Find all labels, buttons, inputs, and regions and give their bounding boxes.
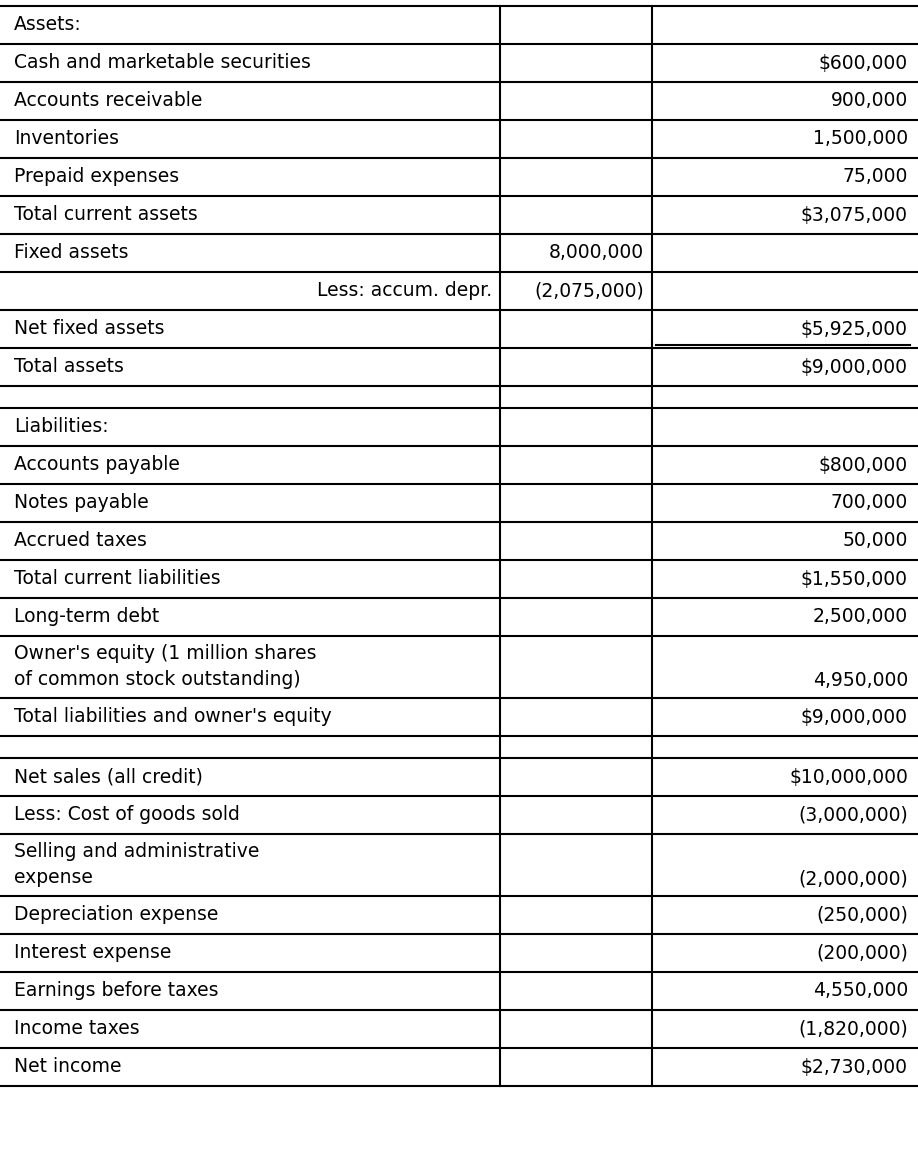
Text: $9,000,000: $9,000,000	[801, 707, 908, 727]
Text: 8,000,000: 8,000,000	[549, 244, 644, 262]
Text: $5,925,000: $5,925,000	[801, 320, 908, 338]
Text: (1,820,000): (1,820,000)	[799, 1020, 908, 1038]
Text: $2,730,000: $2,730,000	[801, 1058, 908, 1076]
Text: $800,000: $800,000	[819, 455, 908, 475]
Text: Total liabilities and owner's equity: Total liabilities and owner's equity	[14, 707, 331, 727]
Text: Accounts receivable: Accounts receivable	[14, 92, 202, 110]
Text: Total current assets: Total current assets	[14, 206, 197, 224]
Text: 2,500,000: 2,500,000	[812, 607, 908, 627]
Text: Selling and administrative: Selling and administrative	[14, 842, 260, 861]
Text: Assets:: Assets:	[14, 15, 82, 34]
Text: Inventories: Inventories	[14, 130, 119, 148]
Text: 700,000: 700,000	[831, 493, 908, 513]
Text: of common stock outstanding): of common stock outstanding)	[14, 670, 300, 689]
Text: 50,000: 50,000	[843, 531, 908, 551]
Text: (200,000): (200,000)	[816, 943, 908, 963]
Text: $10,000,000: $10,000,000	[789, 767, 908, 787]
Text: Total current liabilities: Total current liabilities	[14, 569, 220, 589]
Text: Notes payable: Notes payable	[14, 493, 149, 513]
Text: $9,000,000: $9,000,000	[801, 358, 908, 376]
Text: Cash and marketable securities: Cash and marketable securities	[14, 54, 311, 72]
Text: 900,000: 900,000	[831, 92, 908, 110]
Text: Net sales (all credit): Net sales (all credit)	[14, 767, 203, 787]
Text: (3,000,000): (3,000,000)	[799, 805, 908, 825]
Text: 1,500,000: 1,500,000	[812, 130, 908, 148]
Text: Prepaid expenses: Prepaid expenses	[14, 168, 179, 186]
Text: Interest expense: Interest expense	[14, 943, 172, 963]
Text: Net income: Net income	[14, 1058, 121, 1076]
Text: Less: accum. depr.: Less: accum. depr.	[317, 282, 492, 300]
Text: Liabilities:: Liabilities:	[14, 417, 108, 437]
Text: 4,950,000: 4,950,000	[812, 672, 908, 690]
Text: (2,000,000): (2,000,000)	[799, 869, 908, 888]
Text: Fixed assets: Fixed assets	[14, 244, 129, 262]
Text: Less: Cost of goods sold: Less: Cost of goods sold	[14, 805, 240, 825]
Text: Accrued taxes: Accrued taxes	[14, 531, 147, 551]
Text: $3,075,000: $3,075,000	[801, 206, 908, 224]
Text: Owner's equity (1 million shares: Owner's equity (1 million shares	[14, 644, 317, 662]
Text: Depreciation expense: Depreciation expense	[14, 905, 218, 925]
Text: Long-term debt: Long-term debt	[14, 607, 159, 627]
Text: Total assets: Total assets	[14, 358, 124, 376]
Text: expense: expense	[14, 868, 93, 887]
Text: 75,000: 75,000	[843, 168, 908, 186]
Text: (2,075,000): (2,075,000)	[534, 282, 644, 300]
Text: Earnings before taxes: Earnings before taxes	[14, 981, 218, 1000]
Text: $600,000: $600,000	[819, 54, 908, 72]
Text: 4,550,000: 4,550,000	[812, 981, 908, 1000]
Text: (250,000): (250,000)	[816, 905, 908, 925]
Text: Accounts payable: Accounts payable	[14, 455, 180, 475]
Text: $1,550,000: $1,550,000	[801, 569, 908, 589]
Text: Income taxes: Income taxes	[14, 1020, 140, 1038]
Text: Net fixed assets: Net fixed assets	[14, 320, 164, 338]
